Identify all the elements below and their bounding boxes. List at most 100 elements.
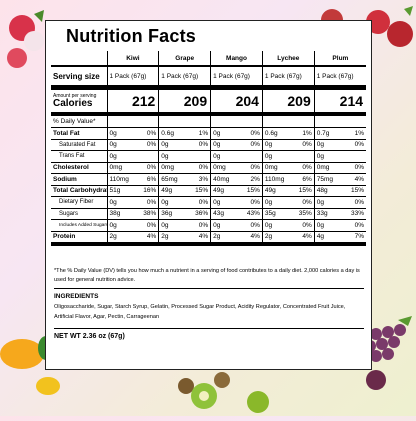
- nutrient-row: Dietary Fiber 0g 0% 0g 0% 0g 0% 0g 0% 0g 0%: [51, 196, 367, 209]
- nutrient-amount: 0g: [313, 219, 345, 232]
- nutrient-percent: 0%: [240, 162, 263, 174]
- nutrient-percent: 0%: [240, 139, 263, 151]
- nutrient-row: Cholesterol 0mg 0% 0mg 0% 0mg 0% 0mg 0% 0mg 0%: [51, 162, 367, 174]
- daily-value-footnote: *The % Daily Value (DV) tells you how mu…: [54, 268, 360, 283]
- nutrient-percent: [240, 150, 263, 163]
- calories-value: 209: [158, 87, 211, 116]
- nutrient-row: Sodium 110mg 6% 65mg 3% 40mg 2% 110mg 6% 75mg 4%: [51, 173, 367, 186]
- nutrient-percent: 0%: [292, 196, 315, 209]
- nutrient-percent: 6%: [292, 173, 315, 186]
- kiwi-image: [176, 372, 276, 416]
- nutrition-facts-title: Nutrition Facts: [66, 26, 197, 46]
- nutrient-percent: 0%: [240, 196, 263, 209]
- nutrient-amount: 0mg: [261, 162, 293, 174]
- nutrient-amount: 43g: [210, 208, 241, 220]
- nutrient-label: Dietary Fiber: [51, 196, 107, 209]
- nutrient-amount: 33g: [313, 208, 345, 220]
- nutrient-percent: 0%: [344, 196, 367, 209]
- nutrient-amount: 0g: [106, 219, 137, 232]
- nutrient-percent: [292, 150, 315, 163]
- nutrient-amount: 49g: [210, 185, 241, 197]
- nutrient-percent: 4%: [344, 173, 367, 186]
- nutrient-amount: 0g: [106, 139, 137, 151]
- serving-size-row: Serving size 1 Pack (67g) 1 Pack (67g) 1…: [51, 66, 367, 90]
- nutrient-amount: 0g: [158, 139, 189, 151]
- nutrient-amount: 0g: [261, 139, 293, 151]
- nutrient-percent: 0%: [137, 219, 159, 232]
- ingredients-heading: INGREDIENTS: [54, 293, 99, 300]
- nutrient-amount: 0g: [158, 196, 189, 209]
- nutrient-amount: 110mg: [261, 173, 293, 186]
- nutrient-amount: 36g: [158, 208, 189, 220]
- nutrient-percent: 1%: [292, 127, 315, 140]
- column-header-lychee: Lychee: [261, 51, 315, 67]
- nutrient-percent: 38%: [137, 208, 159, 220]
- nutrient-amount: 40mg: [210, 173, 241, 186]
- nutrient-percent: 0%: [240, 219, 263, 232]
- nutrient-percent: 0%: [292, 162, 315, 174]
- nutrient-percent: 2%: [240, 173, 263, 186]
- nutrient-amount: 4g: [313, 231, 345, 246]
- net-weight: NET WT 2.36 oz (67g): [54, 333, 125, 340]
- nutrient-row: Saturated Fat 0g 0% 0g 0% 0g 0% 0g 0% 0g 0%: [51, 139, 367, 151]
- nutrient-percent: 15%: [344, 185, 367, 197]
- serving-size-value: 1 Pack (67g): [261, 66, 315, 90]
- nutrient-percent: 1%: [344, 127, 367, 140]
- nutrient-amount: 0.6g: [158, 127, 189, 140]
- nutrient-amount: 48g: [313, 185, 345, 197]
- nutrient-percent: 0%: [137, 196, 159, 209]
- serving-size-value: 1 Pack (67g): [106, 66, 159, 90]
- nutrient-row: Total Fat 0g 0% 0.6g 1% 0g 0% 0.6g 1% 0.7g 1%: [51, 127, 367, 140]
- daily-value-label: % Daily Value*: [51, 114, 107, 128]
- nutrient-percent: [188, 150, 211, 163]
- nutrient-percent: 0%: [137, 127, 159, 140]
- column-headers: Kiwi Grape Mango Lychee Plum: [51, 51, 367, 67]
- nutrient-percent: 35%: [292, 208, 315, 220]
- divider: [54, 328, 364, 329]
- nutrient-percent: 0%: [188, 162, 211, 174]
- nutrient-percent: 4%: [188, 231, 211, 246]
- nutrient-amount: 0mg: [158, 162, 189, 174]
- nutrient-percent: [137, 150, 159, 163]
- nutrient-label: Saturated Fat: [51, 139, 107, 151]
- nutrient-row: Protein 2g 4% 2g 4% 2g 4% 2g 4% 4g 7%: [51, 231, 367, 246]
- nutrient-row: Total Carbohydrate 51g 16% 49g 15% 49g 15% 49g 1…: [51, 185, 367, 197]
- nutrient-amount: 0g: [261, 196, 293, 209]
- nutrient-amount: 0mg: [313, 162, 345, 174]
- nutrient-label: Protein: [51, 231, 107, 246]
- nutrient-amount: 0.7g: [313, 127, 345, 140]
- nutrient-label: Total Carbohydrate: [51, 185, 107, 197]
- calories-value: 214: [313, 87, 367, 116]
- nutrient-percent: 15%: [188, 185, 211, 197]
- serving-size-value: 1 Pack (67g): [158, 66, 211, 90]
- nutrient-amount: 0g: [210, 139, 241, 151]
- nutrient-label: Trans Fat: [51, 150, 107, 163]
- nutrient-amount: 0g: [313, 150, 345, 163]
- nutrient-amount: 75mg: [313, 173, 345, 186]
- nutrient-label: Total Fat: [51, 127, 107, 140]
- nutrient-amount: 110mg: [106, 173, 137, 186]
- nutrient-percent: 0%: [188, 139, 211, 151]
- nutrient-percent: 3%: [188, 173, 211, 186]
- nutrient-percent: 0%: [188, 219, 211, 232]
- nutrient-amount: 51g: [106, 185, 137, 197]
- nutrient-amount: 2g: [106, 231, 137, 246]
- serving-size-label: Serving size: [51, 66, 107, 90]
- nutrient-amount: 0g: [313, 196, 345, 209]
- nutrient-percent: 7%: [344, 231, 367, 246]
- nutrient-row: Trans Fat 0g 0g 0g 0g 0g: [51, 150, 367, 163]
- nutrient-amount: 2g: [261, 231, 293, 246]
- nutrient-amount: 0mg: [106, 162, 137, 174]
- nutrient-amount: 0g: [261, 150, 293, 163]
- calories-label: Amount per serving Calories: [51, 87, 107, 116]
- nutrient-percent: 15%: [292, 185, 315, 197]
- calories-value: 212: [106, 87, 159, 116]
- nutrient-percent: 6%: [137, 173, 159, 186]
- nutrient-amount: 2g: [210, 231, 241, 246]
- nutrient-amount: 0g: [106, 196, 137, 209]
- nutrient-label: Cholesterol: [51, 162, 107, 174]
- nutrient-percent: 4%: [137, 231, 159, 246]
- nutrient-amount: 35g: [261, 208, 293, 220]
- nutrient-amount: 38g: [106, 208, 137, 220]
- nutrient-percent: 0%: [137, 139, 159, 151]
